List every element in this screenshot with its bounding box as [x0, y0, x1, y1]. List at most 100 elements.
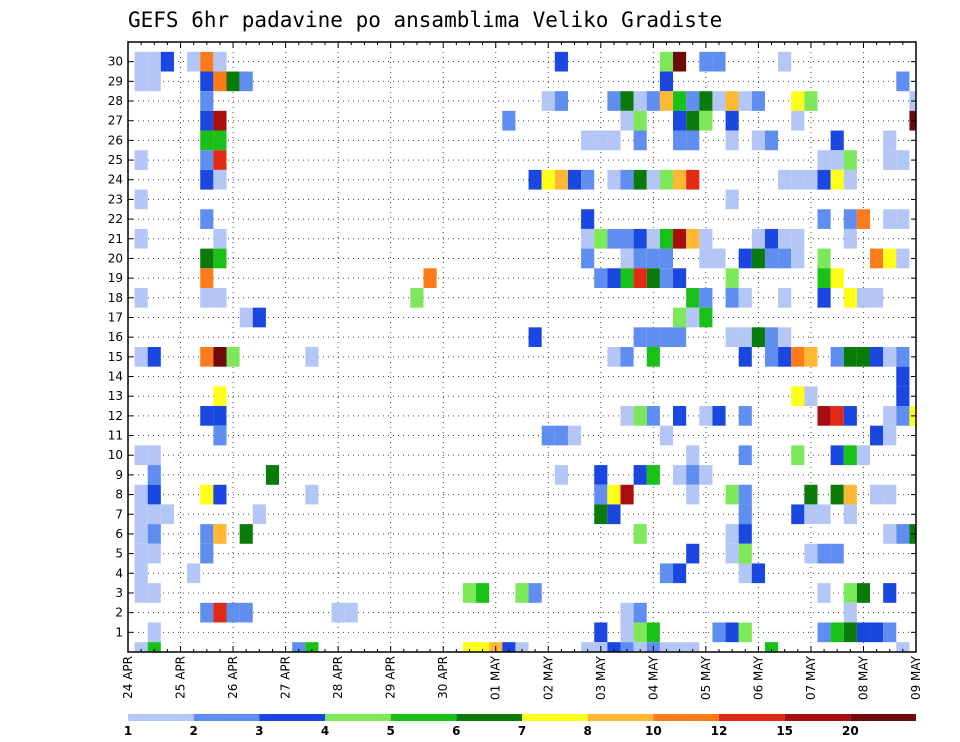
- precip-cell: [725, 524, 739, 544]
- precip-cell: [594, 130, 608, 151]
- colorbar-label: 15: [776, 724, 793, 738]
- precip-cell: [686, 642, 700, 652]
- precip-cell: [673, 406, 687, 426]
- precip-cell: [620, 484, 634, 505]
- precip-cell: [791, 504, 805, 525]
- precip-cell: [856, 583, 871, 603]
- precip-cell: [528, 169, 542, 190]
- precip-cell: [134, 347, 148, 367]
- precip-cell: [252, 307, 266, 328]
- precip-cell: [870, 484, 884, 505]
- precip-cell: [673, 110, 687, 131]
- precip-cell: [344, 602, 358, 623]
- precip-cell: [213, 524, 227, 544]
- precip-cell: [213, 110, 227, 131]
- precip-cell: [331, 602, 345, 623]
- precip-cell: [200, 71, 214, 92]
- colorbar-label: 20: [842, 724, 859, 738]
- precip-cell: [147, 642, 161, 652]
- precip-cell: [594, 622, 608, 643]
- precip-cell: [673, 169, 687, 190]
- precip-cell: [515, 583, 529, 603]
- precip-cell: [620, 110, 634, 131]
- x-tick-label: 03 MAY: [594, 655, 608, 700]
- precip-cell: [673, 465, 687, 485]
- precip-cell: [764, 248, 779, 269]
- y-tick-label: 3: [115, 586, 123, 600]
- precip-cell: [843, 445, 857, 466]
- precip-cell: [554, 169, 568, 190]
- precip-cell: [213, 386, 227, 407]
- x-tick-label: 02 MAY: [541, 655, 555, 700]
- precip-cell: [843, 287, 857, 308]
- precip-cell: [725, 91, 739, 111]
- precip-cell: [620, 228, 634, 249]
- precip-cell: [883, 248, 897, 269]
- precip-cell: [200, 268, 214, 288]
- precip-cell: [843, 150, 857, 170]
- precip-cell: [633, 110, 647, 131]
- precip-cell: [476, 583, 490, 603]
- precip-cell: [896, 248, 910, 269]
- precip-cell: [200, 209, 214, 229]
- precip-cell: [134, 504, 148, 525]
- colorbar: 1 2 3 4 5 6 7 8 10 12 15 20: [124, 714, 916, 738]
- precip-cell: [896, 524, 910, 544]
- x-tick-label: 29 APR: [384, 656, 398, 699]
- precip-cell: [712, 91, 726, 111]
- precip-cell: [764, 642, 779, 652]
- precip-cell: [187, 51, 201, 72]
- precip-cell: [134, 583, 148, 603]
- precip-cell: [581, 248, 595, 269]
- precip-cell: [673, 307, 687, 328]
- colorbar-swatch: [653, 714, 719, 721]
- precip-cell: [239, 524, 253, 544]
- precip-cell: [883, 150, 897, 170]
- precip-cell: [883, 209, 897, 229]
- precip-cell: [725, 268, 739, 288]
- precip-cell: [751, 91, 765, 111]
- precip-cell: [147, 465, 161, 485]
- precip-cell: [200, 169, 214, 190]
- y-tick-label: 29: [108, 74, 123, 88]
- precip-cell: [751, 563, 765, 584]
- precip-cell: [725, 189, 739, 210]
- precip-cell: [607, 91, 621, 111]
- precip-cell: [541, 169, 555, 190]
- precip-cell: [738, 406, 752, 426]
- precip-cell: [252, 504, 266, 525]
- precip-cell: [607, 642, 621, 652]
- colorbar-swatch: [259, 714, 325, 721]
- precip-cell: [134, 228, 148, 249]
- precip-cell: [738, 327, 752, 347]
- x-tick-label: 08 MAY: [856, 655, 870, 700]
- colorbar-swatch: [193, 714, 260, 721]
- precip-cell: [804, 484, 818, 505]
- precip-cell: [673, 228, 687, 249]
- precip-cell: [147, 583, 161, 603]
- colorbar-label: 3: [255, 724, 263, 738]
- x-tick-label: 26 APR: [226, 656, 240, 699]
- y-tick-label: 30: [108, 55, 123, 69]
- x-tick-label: 04 MAY: [646, 655, 660, 700]
- precip-cell: [134, 563, 148, 584]
- precip-cell: [843, 602, 857, 623]
- precip-cell: [567, 169, 582, 190]
- precip-cell: [699, 307, 713, 328]
- precip-cell: [817, 150, 831, 170]
- precip-cell: [699, 465, 713, 485]
- precip-cell: [817, 406, 831, 426]
- x-axis-ticks: 24 APR 25 APR 26 APR 27 APR 28 APR 29 APR 30 A…: [121, 42, 923, 700]
- y-tick-label: 5: [115, 547, 123, 561]
- precip-cell: [200, 248, 214, 269]
- precip-cell: [200, 110, 214, 131]
- y-tick-label: 6: [115, 527, 123, 541]
- x-tick-label: 24 APR: [121, 656, 135, 699]
- precip-cell: [213, 51, 227, 72]
- colorbar-swatch: [128, 714, 194, 721]
- precip-cell: [738, 484, 752, 505]
- y-tick-label: 9: [115, 468, 123, 482]
- precip-cell: [659, 169, 674, 190]
- precip-cell: [620, 347, 634, 367]
- precip-cell: [673, 563, 687, 584]
